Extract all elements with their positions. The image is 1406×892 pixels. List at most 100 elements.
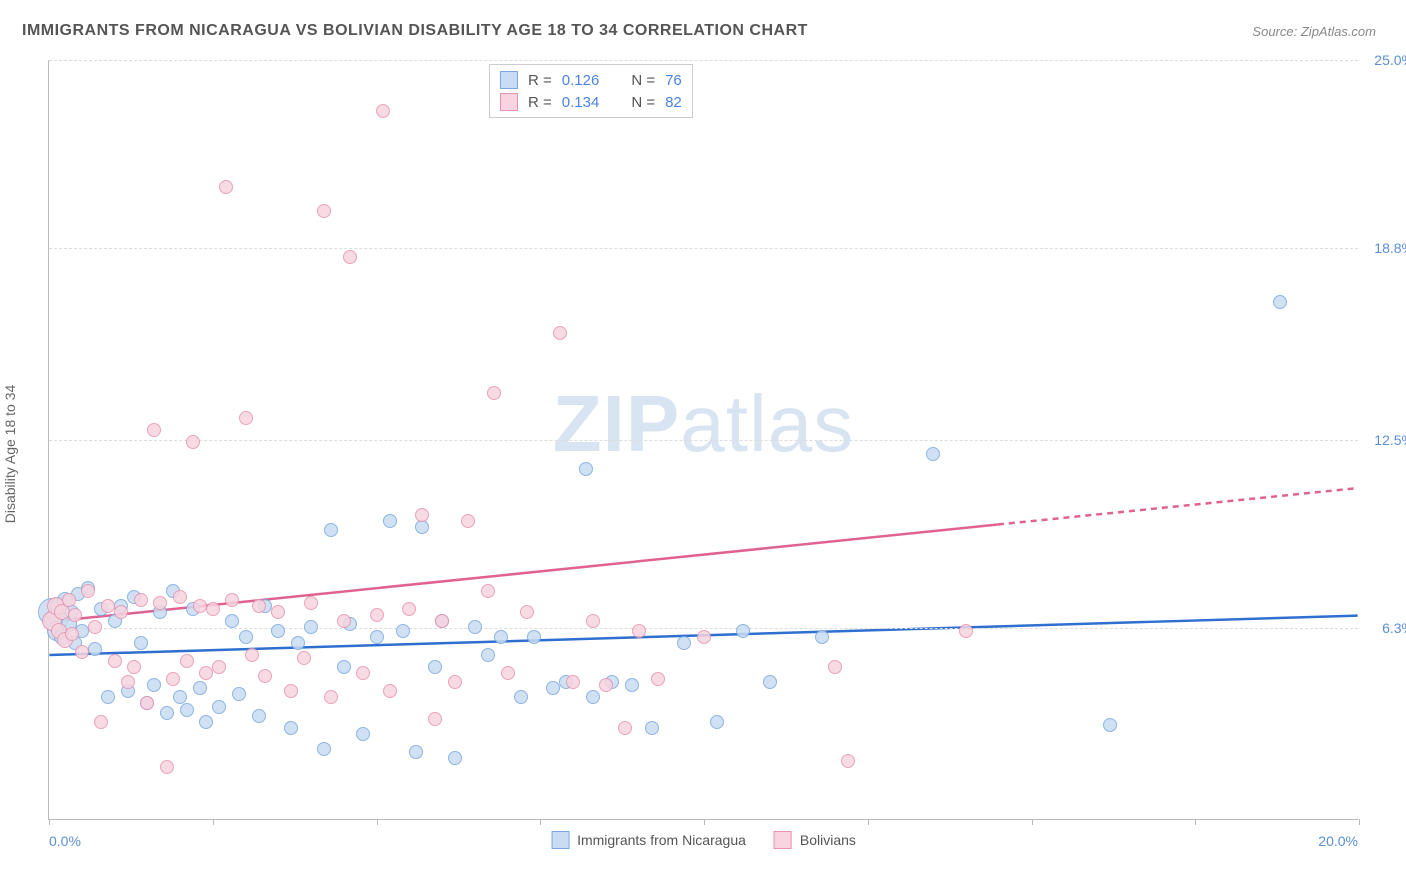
data-point	[370, 608, 384, 622]
data-point	[501, 666, 515, 680]
data-point	[212, 700, 226, 714]
data-point	[147, 678, 161, 692]
data-point	[448, 675, 462, 689]
data-point	[219, 180, 233, 194]
data-point	[65, 627, 79, 641]
legend-stats-box: R = 0.126 N = 76 R = 0.134 N = 82	[489, 64, 693, 118]
data-point	[153, 596, 167, 610]
data-point	[232, 687, 246, 701]
data-point	[101, 690, 115, 704]
n-value-0: 76	[665, 72, 682, 89]
data-point	[88, 642, 102, 656]
data-point	[370, 630, 384, 644]
data-point	[677, 636, 691, 650]
data-point	[710, 715, 724, 729]
watermark-atlas: atlas	[680, 379, 854, 468]
data-point	[317, 204, 331, 218]
data-point	[239, 411, 253, 425]
data-point	[926, 447, 940, 461]
data-point	[94, 715, 108, 729]
data-point	[409, 745, 423, 759]
data-point	[140, 696, 154, 710]
data-point	[632, 624, 646, 638]
data-point	[566, 675, 580, 689]
r-value-0: 0.126	[562, 72, 600, 89]
data-point	[252, 599, 266, 613]
data-point	[121, 675, 135, 689]
data-point	[324, 523, 338, 537]
data-point	[81, 584, 95, 598]
data-point	[134, 636, 148, 650]
data-point	[271, 605, 285, 619]
data-point	[828, 660, 842, 674]
data-point	[160, 760, 174, 774]
data-point	[108, 654, 122, 668]
data-point	[160, 706, 174, 720]
data-point	[317, 742, 331, 756]
gridline	[49, 248, 1358, 249]
x-tick	[540, 819, 541, 825]
data-point	[239, 630, 253, 644]
x-axis-min-label: 0.0%	[49, 833, 81, 849]
data-point	[114, 605, 128, 619]
data-point	[180, 703, 194, 717]
data-point	[481, 648, 495, 662]
data-point	[337, 614, 351, 628]
data-point	[271, 624, 285, 638]
data-point	[134, 593, 148, 607]
data-point	[763, 675, 777, 689]
legend-stats-row-1: R = 0.134 N = 82	[500, 91, 682, 113]
r-label-0: R =	[528, 72, 552, 89]
watermark: ZIPatlas	[553, 378, 854, 470]
data-point	[402, 602, 416, 616]
data-point	[599, 678, 613, 692]
data-point	[815, 630, 829, 644]
data-point	[651, 672, 665, 686]
data-point	[487, 386, 501, 400]
x-tick	[1195, 819, 1196, 825]
x-tick	[377, 819, 378, 825]
data-point	[297, 651, 311, 665]
legend-stats-row-0: R = 0.126 N = 76	[500, 69, 682, 91]
x-tick	[868, 819, 869, 825]
data-point	[127, 660, 141, 674]
data-point	[546, 681, 560, 695]
gridline	[49, 440, 1358, 441]
data-point	[415, 520, 429, 534]
data-point	[428, 712, 442, 726]
legend-item-0: Immigrants from Nicaragua	[551, 831, 746, 849]
chart-title: IMMIGRANTS FROM NICARAGUA VS BOLIVIAN DI…	[22, 22, 808, 40]
data-point	[645, 721, 659, 735]
x-tick	[49, 819, 50, 825]
y-tick-label: 25.0%	[1374, 52, 1406, 68]
legend-swatch-0	[500, 71, 518, 89]
data-point	[435, 614, 449, 628]
data-point	[586, 614, 600, 628]
data-point	[284, 721, 298, 735]
data-point	[199, 666, 213, 680]
data-point	[481, 584, 495, 598]
legend-swatch-b0	[551, 831, 569, 849]
data-point	[252, 709, 266, 723]
data-point	[415, 508, 429, 522]
data-point	[1103, 718, 1117, 732]
data-point	[514, 690, 528, 704]
data-point	[527, 630, 541, 644]
data-point	[284, 684, 298, 698]
data-point	[337, 660, 351, 674]
data-point	[173, 590, 187, 604]
x-tick	[704, 819, 705, 825]
data-point	[291, 636, 305, 650]
r-label-1: R =	[528, 94, 552, 111]
data-point	[959, 624, 973, 638]
x-tick	[1032, 819, 1033, 825]
data-point	[356, 666, 370, 680]
n-label-1: N =	[631, 94, 655, 111]
n-label-0: N =	[631, 72, 655, 89]
legend-label-1: Bolivians	[800, 832, 856, 848]
source-attribution: Source: ZipAtlas.com	[1252, 24, 1376, 39]
data-point	[199, 715, 213, 729]
y-tick-label: 12.5%	[1374, 432, 1406, 448]
legend-series: Immigrants from Nicaragua Bolivians	[551, 831, 856, 849]
data-point	[304, 620, 318, 634]
